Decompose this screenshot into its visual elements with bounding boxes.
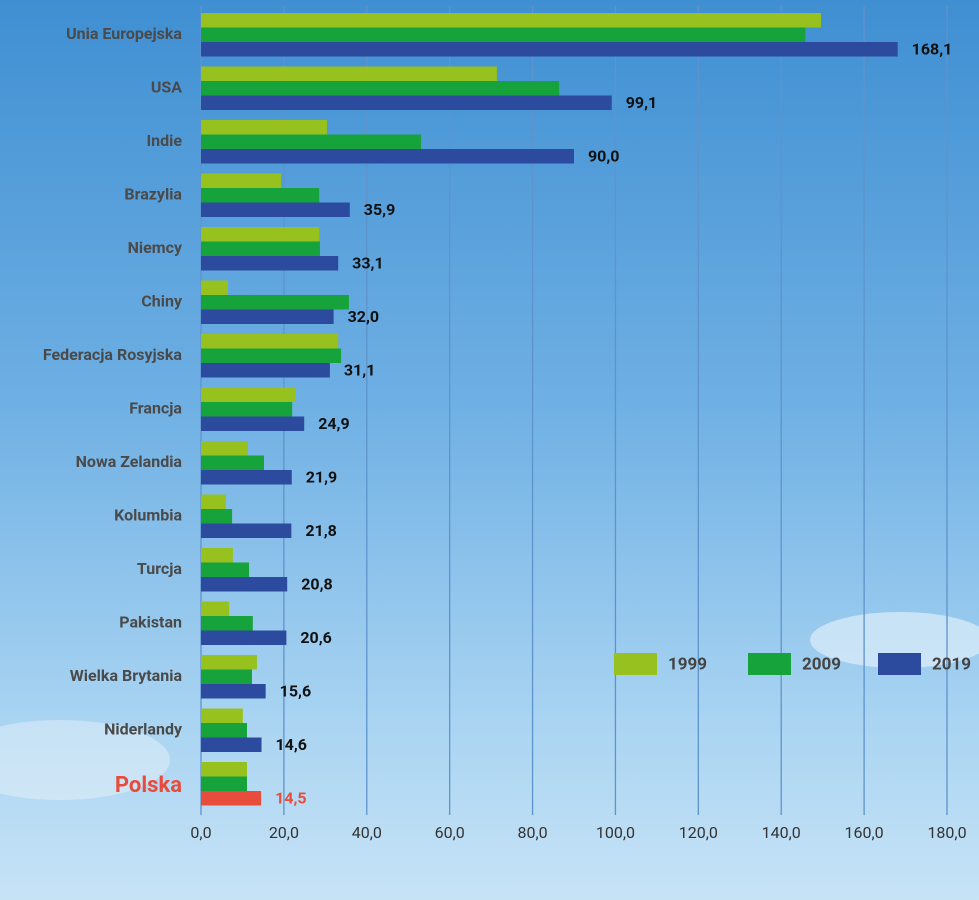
bar xyxy=(201,388,296,403)
category-label: Brazylia xyxy=(124,185,182,204)
bar xyxy=(201,470,292,485)
x-tick-label: 80,0 xyxy=(517,823,547,842)
legend-label: 1999 xyxy=(668,654,707,674)
value-label: 14,5 xyxy=(275,788,306,807)
value-label: 20,8 xyxy=(301,574,332,593)
bar xyxy=(201,791,261,806)
x-tick-label: 120,0 xyxy=(679,823,718,842)
value-label: 35,9 xyxy=(364,200,395,219)
value-label: 99,1 xyxy=(626,93,657,112)
bar xyxy=(201,456,264,471)
chart: 0,0 20,0 40,0 60,0 80,0 100,0 120,0 140,0 160,0 1… xyxy=(0,0,979,900)
value-label: 90,0 xyxy=(588,146,619,165)
category-label: Polska xyxy=(115,773,182,798)
legend-swatch xyxy=(748,653,791,675)
x-tick-label: 140,0 xyxy=(762,823,801,842)
bar xyxy=(201,28,805,43)
bar xyxy=(201,738,262,753)
bar xyxy=(201,81,559,96)
bar xyxy=(201,655,257,670)
x-tick-label: 20,0 xyxy=(269,823,299,842)
bar xyxy=(201,363,330,378)
bar xyxy=(201,242,320,257)
value-label: 21,8 xyxy=(305,521,336,540)
category-label: Indie xyxy=(146,131,182,150)
bar xyxy=(201,256,338,271)
bar xyxy=(201,310,334,325)
category-label: Francja xyxy=(129,399,182,418)
category-label: Niemcy xyxy=(128,238,183,257)
value-label: 32,0 xyxy=(348,307,379,326)
bar xyxy=(201,188,319,203)
value-label: 24,9 xyxy=(318,414,349,433)
x-tick-label: 180,0 xyxy=(927,823,966,842)
category-label: Wielka Brytania xyxy=(70,666,183,685)
category-label: Turcja xyxy=(137,559,183,578)
category-label: Unia Europejska xyxy=(66,24,182,43)
bar xyxy=(201,563,249,578)
bar xyxy=(201,96,612,111)
bar xyxy=(201,42,898,57)
bar xyxy=(201,723,247,738)
category-label: Federacja Rosyjska xyxy=(43,345,183,364)
bar xyxy=(201,524,291,539)
bar xyxy=(201,602,229,617)
value-label: 33,1 xyxy=(352,253,383,272)
bar xyxy=(201,631,286,646)
category-label: Nowa Zelandia xyxy=(76,452,183,471)
bar xyxy=(201,402,292,417)
bar xyxy=(201,135,421,150)
bar xyxy=(201,441,248,456)
x-tick-label: 100,0 xyxy=(596,823,635,842)
legend-label: 2009 xyxy=(802,654,841,674)
bar xyxy=(201,13,821,28)
value-label: 168,1 xyxy=(912,39,953,58)
bar xyxy=(201,174,281,189)
category-label: USA xyxy=(151,78,182,97)
value-label: 21,9 xyxy=(306,467,337,486)
bar xyxy=(201,417,304,432)
bar xyxy=(201,509,232,524)
category-label: Chiny xyxy=(141,292,183,311)
legend-label: 2019 xyxy=(932,654,971,674)
bar xyxy=(201,670,252,685)
x-tick-label: 60,0 xyxy=(435,823,465,842)
bar xyxy=(201,149,574,164)
bar xyxy=(201,203,350,218)
value-label: 31,1 xyxy=(344,360,375,379)
bar xyxy=(201,762,247,777)
bar xyxy=(201,709,243,724)
legend-swatch xyxy=(878,653,921,675)
category-label: Kolumbia xyxy=(114,506,182,525)
bar xyxy=(201,281,228,296)
legend-swatch xyxy=(614,653,657,675)
bar xyxy=(201,548,233,563)
bar xyxy=(201,777,247,792)
bar xyxy=(201,577,287,592)
bar xyxy=(201,227,319,242)
bar xyxy=(201,334,338,349)
category-label: Pakistan xyxy=(119,613,182,632)
bar xyxy=(201,616,253,631)
bar xyxy=(201,495,226,510)
x-tick-label: 0,0 xyxy=(190,823,211,842)
x-tick-label: 160,0 xyxy=(845,823,884,842)
value-label: 20,6 xyxy=(300,628,331,647)
category-label: Niderlandy xyxy=(104,720,183,739)
bar xyxy=(201,120,327,135)
bar xyxy=(201,349,341,364)
value-label: 14,6 xyxy=(276,735,307,754)
x-tick-label: 40,0 xyxy=(352,823,382,842)
bar xyxy=(201,295,349,310)
value-label: 15,6 xyxy=(280,681,311,700)
bar xyxy=(201,67,497,82)
bar xyxy=(201,684,266,699)
